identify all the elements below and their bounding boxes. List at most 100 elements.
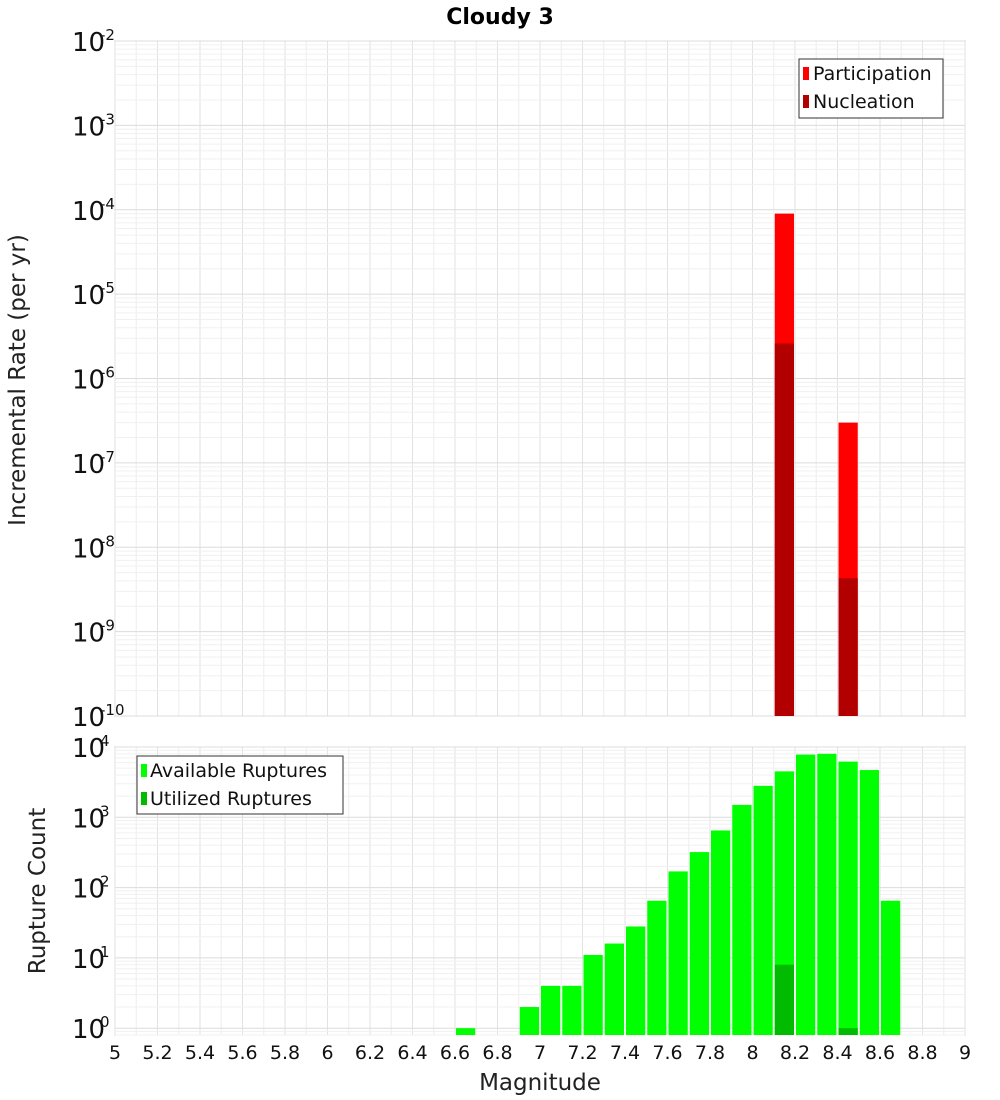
available-ruptures-bar [626, 926, 646, 1035]
x-tick-label: 7 [534, 1042, 546, 1064]
x-tick-label: 6 [321, 1042, 333, 1064]
x-tick-label: 5.2 [142, 1042, 172, 1064]
utilized-ruptures-legend-swatch [141, 792, 147, 805]
x-axis-label: Magnitude [479, 1070, 601, 1096]
participation-legend-swatch [803, 67, 809, 80]
x-tick-label: 8.6 [865, 1042, 895, 1064]
y-tick-base: 10 [72, 534, 105, 564]
x-tick-label: 5.8 [270, 1042, 300, 1064]
top-y-axis-label: Incremental Rate (per yr) [5, 234, 31, 526]
y-tick-exponent: -4 [100, 195, 115, 213]
y-tick-base: 10 [72, 281, 105, 311]
x-tick-label: 9 [959, 1042, 971, 1064]
available-ruptures-bar [838, 761, 858, 1035]
y-tick-exponent: 4 [100, 732, 110, 750]
utilized-ruptures-bar [838, 1028, 858, 1035]
x-tick-label: 7.4 [610, 1042, 640, 1064]
y-tick-base: 10 [72, 945, 105, 975]
x-tick-label: 8.8 [907, 1042, 937, 1064]
bottom-legend: Available Ruptures Utilized Ruptures [136, 755, 344, 815]
y-tick-base: 10 [72, 703, 105, 733]
available-ruptures-bar [604, 943, 624, 1035]
nucleation-legend-label: Nucleation [813, 91, 915, 113]
y-tick-exponent: 3 [100, 802, 110, 820]
available-ruptures-bar [647, 900, 667, 1035]
participation-nucleation-panel: 10-210-310-410-510-610-710-810-910-10 In… [5, 26, 966, 733]
y-tick-exponent: 1 [100, 943, 110, 961]
available-ruptures-bar [689, 852, 709, 1035]
y-tick-label: 10-8 [72, 532, 115, 564]
y-tick-label: 10-5 [72, 279, 115, 311]
y-tick-exponent: -2 [100, 26, 115, 44]
x-tick-label: 7.8 [695, 1042, 725, 1064]
utilized-ruptures-legend-label: Utilized Ruptures [150, 788, 312, 810]
available-ruptures-bar [668, 871, 688, 1035]
y-tick-exponent: 2 [100, 873, 110, 891]
available-ruptures-bar [753, 785, 773, 1035]
y-tick-base: 10 [72, 112, 105, 142]
top-gridlines [114, 40, 966, 717]
y-tick-exponent: -10 [100, 701, 125, 719]
y-tick-base: 10 [72, 197, 105, 227]
utilized-ruptures-bar [774, 964, 794, 1035]
y-tick-label: 10-4 [72, 195, 115, 227]
available-ruptures-bar [859, 770, 879, 1035]
chart-title: Cloudy 3 [446, 5, 554, 30]
available-ruptures-bar [456, 1028, 476, 1035]
x-tick-label: 8 [746, 1042, 758, 1064]
y-tick-base: 10 [72, 619, 105, 649]
y-tick-label: 103 [72, 802, 110, 834]
available-ruptures-bar [796, 754, 816, 1035]
y-tick-base: 10 [72, 875, 105, 905]
y-tick-label: 104 [72, 732, 110, 764]
available-ruptures-legend-label: Available Ruptures [150, 760, 327, 782]
x-tick-label: 5.6 [227, 1042, 257, 1064]
x-tick-label: 6.8 [482, 1042, 512, 1064]
y-tick-base: 10 [72, 1015, 105, 1045]
available-ruptures-legend-swatch [141, 764, 147, 777]
bottom-bars [456, 753, 901, 1035]
y-tick-exponent: -3 [100, 110, 115, 128]
y-tick-label: 10-3 [72, 110, 115, 142]
available-ruptures-bar [583, 954, 603, 1035]
nucleation-bar [838, 578, 858, 716]
top-bars [774, 213, 858, 717]
bottom-legend-box [136, 755, 344, 815]
top-legend-box [798, 58, 944, 119]
y-tick-exponent: -7 [100, 448, 115, 466]
available-ruptures-bar [732, 804, 752, 1035]
y-tick-base: 10 [72, 804, 105, 834]
x-tick-label: 6.2 [355, 1042, 385, 1064]
y-tick-exponent: 0 [100, 1013, 110, 1031]
y-tick-label: 101 [72, 943, 110, 975]
x-tick-label: 5.4 [185, 1042, 215, 1064]
y-tick-exponent: -8 [100, 532, 115, 550]
participation-legend-label: Participation [813, 63, 932, 85]
nucleation-legend-swatch [803, 95, 809, 108]
x-tick-label: 6.6 [440, 1042, 470, 1064]
y-tick-label: 10-2 [72, 26, 115, 58]
y-tick-exponent: -5 [100, 279, 115, 297]
y-tick-exponent: -9 [100, 617, 115, 635]
x-tick-label: 5 [109, 1042, 121, 1064]
y-tick-label: 10-6 [72, 364, 115, 396]
y-tick-label: 102 [72, 873, 110, 905]
available-ruptures-bar [817, 753, 837, 1035]
x-tick-labels: 5 5.2 5.4 5.6 5.8 6 6.2 6.4 6.6 6.8 7 7.2 7.4 7.6 7.8 8… [109, 1042, 971, 1064]
y-tick-label: 10-9 [72, 617, 115, 649]
y-tick-exponent: -6 [100, 364, 115, 382]
available-ruptures-bar [541, 985, 561, 1035]
y-tick-label: 100 [72, 1013, 110, 1045]
x-tick-label: 7.6 [652, 1042, 682, 1064]
y-tick-label: 10-7 [72, 448, 115, 480]
bottom-y-axis-label: Rupture Count [25, 808, 51, 974]
y-tick-base: 10 [72, 734, 105, 764]
y-tick-base: 10 [72, 366, 105, 396]
available-ruptures-bar [519, 1007, 539, 1035]
available-ruptures-bar [711, 830, 731, 1035]
top-y-tick-labels: 10-210-310-410-510-610-710-810-910-10 [72, 26, 125, 733]
available-ruptures-bar [881, 900, 901, 1035]
